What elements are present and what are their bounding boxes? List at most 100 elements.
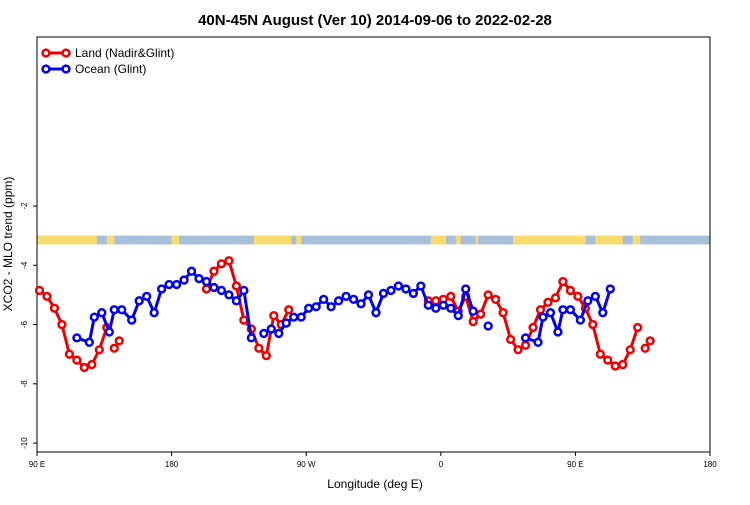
land-band-segment [253,235,292,245]
land-band-segment [475,235,479,245]
data-point [156,284,167,294]
plot-area: -2 -4 -6 -8 -10 90 E 180 90 W 0 90 E 180 [20,36,717,469]
data-point [520,340,531,350]
data-point [231,296,242,306]
data-point [468,316,478,327]
x-tick-label: 90 W [297,460,316,469]
data-point [296,312,306,322]
data-point [378,288,389,299]
data-point [558,276,568,287]
data-point [393,281,404,291]
data-point [239,285,249,296]
data-point [57,319,67,330]
data-point [239,315,249,325]
data-point [386,285,396,296]
data-point [72,355,82,365]
data-point [224,256,234,266]
data-point [216,259,227,269]
data-point [84,337,94,347]
legend-label: Land (Nadir&Glint) [75,46,174,60]
data-point [588,319,598,330]
data-point [117,305,127,315]
data-point [164,279,174,290]
y-tick-label: -6 [20,320,29,328]
y-tick-label: -4 [20,261,29,269]
data-point [535,305,546,315]
land-band-segment [37,235,97,245]
land-band-segment [513,235,586,245]
ocean-band [37,235,710,245]
data-point [543,297,553,307]
data-point [269,310,279,321]
data-point [565,305,576,315]
legend-label: Ocean (Glint) [75,62,146,76]
data-point [363,290,374,300]
data-point [266,324,276,334]
data-point [545,308,556,318]
data-point [171,279,182,290]
data-point [590,291,600,302]
data-point [505,334,516,345]
data-point [603,355,613,365]
legend-marker [41,64,51,74]
data-point [49,303,60,313]
data-point [209,282,219,293]
y-tick-label: -2 [20,202,29,210]
data-point [109,305,119,315]
data-point [281,318,291,328]
series-line [76,269,253,344]
data-point [625,345,635,355]
data-point [318,294,329,304]
y-tick-label: -10 [20,437,29,449]
plot-frame [36,36,711,453]
legend-marker [41,48,51,58]
x-tick-label: 0 [439,460,444,469]
series-line [38,289,109,370]
data-point [461,284,471,294]
data-point [446,303,456,313]
data-point [216,285,227,296]
data-point [79,362,90,373]
data-point [605,284,615,294]
legend: Land (Nadir&Glint) Ocean (Glint) [41,46,174,76]
data-point [254,343,264,353]
data-point [583,296,593,306]
data-point [259,328,269,339]
data-point [513,345,523,355]
data-point [438,300,448,310]
data-point [341,291,351,302]
series-land [34,256,655,373]
land-band-segment [632,235,641,245]
data-point [94,345,104,355]
data-point [416,281,426,291]
data-point [109,343,119,353]
data-point [550,293,561,303]
data-point [490,294,501,304]
land-band-segment [296,235,302,245]
x-tick-label: 180 [165,460,179,469]
data-point [633,322,643,333]
data-point [553,327,563,337]
series-ocean [72,266,615,347]
data-point [356,299,366,309]
data-point [573,291,583,302]
data-point [610,361,620,371]
data-point [304,303,314,313]
data-point [431,296,441,306]
data-point [468,306,478,316]
x-tick-label: 90 E [567,460,583,469]
data-point [598,308,608,318]
data-point [186,266,197,276]
land-band-segment [430,235,446,245]
data-point [89,312,99,322]
chart-title: 40N-45N August (Ver 10) 2014-09-06 to 20… [198,12,552,29]
data-point [209,266,219,276]
data-point [645,336,655,346]
data-point [42,291,52,302]
data-point [72,333,82,343]
data-point [224,290,234,300]
data-point [333,296,344,306]
data-point [476,309,486,319]
data-point [179,275,189,285]
